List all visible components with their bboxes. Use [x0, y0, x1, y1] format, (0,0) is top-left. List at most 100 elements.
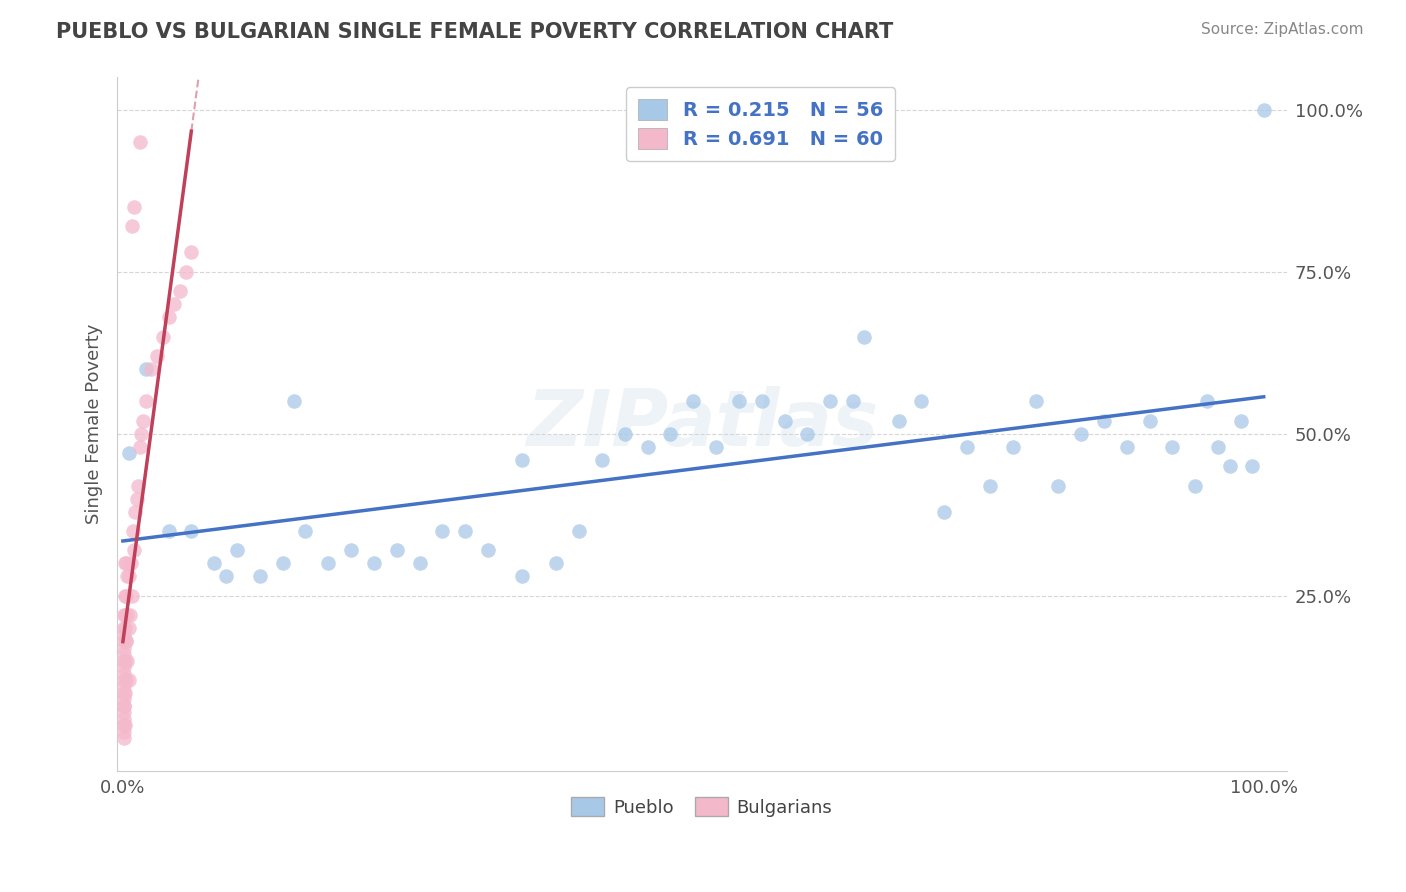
- Point: [1230, 414, 1253, 428]
- Point: [114, 589, 136, 603]
- Point: [115, 557, 138, 571]
- Point: [637, 440, 659, 454]
- Legend: Pueblo, Bulgarians: Pueblo, Bulgarians: [564, 790, 839, 824]
- Point: [112, 718, 135, 732]
- Point: [115, 589, 138, 603]
- Point: [1195, 394, 1218, 409]
- Point: [1115, 440, 1137, 454]
- Point: [129, 135, 152, 149]
- Point: [114, 621, 136, 635]
- Point: [114, 654, 136, 668]
- Point: [910, 394, 932, 409]
- Point: [117, 654, 139, 668]
- Point: [112, 680, 135, 694]
- Point: [751, 394, 773, 409]
- Point: [887, 414, 910, 428]
- Text: PUEBLO VS BULGARIAN SINGLE FEMALE POVERTY CORRELATION CHART: PUEBLO VS BULGARIAN SINGLE FEMALE POVERT…: [56, 22, 893, 42]
- Point: [135, 394, 157, 409]
- Point: [568, 524, 591, 538]
- Point: [115, 634, 138, 648]
- Point: [249, 569, 271, 583]
- Point: [510, 569, 533, 583]
- Point: [135, 362, 157, 376]
- Point: [112, 640, 135, 655]
- Point: [294, 524, 316, 538]
- Point: [340, 543, 363, 558]
- Point: [112, 698, 135, 713]
- Point: [169, 285, 191, 299]
- Point: [1184, 478, 1206, 492]
- Point: [271, 557, 294, 571]
- Point: [1139, 414, 1161, 428]
- Point: [146, 349, 169, 363]
- Point: [202, 557, 225, 571]
- Point: [591, 452, 613, 467]
- Point: [125, 491, 148, 506]
- Point: [112, 660, 135, 674]
- Point: [979, 478, 1001, 492]
- Point: [112, 692, 135, 706]
- Point: [934, 504, 956, 518]
- Point: [1206, 440, 1229, 454]
- Point: [129, 426, 152, 441]
- Point: [408, 557, 430, 571]
- Point: [117, 608, 139, 623]
- Point: [129, 440, 152, 454]
- Point: [112, 608, 135, 623]
- Point: [124, 504, 146, 518]
- Point: [956, 440, 979, 454]
- Point: [796, 426, 818, 441]
- Point: [117, 621, 139, 635]
- Point: [316, 557, 339, 571]
- Point: [454, 524, 477, 538]
- Point: [114, 686, 136, 700]
- Point: [385, 543, 408, 558]
- Point: [432, 524, 454, 538]
- Point: [613, 426, 636, 441]
- Point: [124, 543, 146, 558]
- Point: [180, 245, 202, 260]
- Point: [546, 557, 568, 571]
- Point: [112, 666, 135, 681]
- Point: [1025, 394, 1047, 409]
- Point: [112, 673, 135, 687]
- Point: [1218, 459, 1240, 474]
- Point: [1001, 440, 1024, 454]
- Point: [121, 219, 143, 234]
- Point: [704, 440, 727, 454]
- Point: [117, 569, 139, 583]
- Point: [114, 718, 136, 732]
- Text: ZIPatlas: ZIPatlas: [526, 386, 877, 462]
- Point: [122, 524, 145, 538]
- Point: [121, 589, 143, 603]
- Point: [132, 414, 155, 428]
- Point: [659, 426, 682, 441]
- Point: [226, 543, 249, 558]
- Point: [152, 329, 174, 343]
- Point: [510, 452, 533, 467]
- Point: [112, 627, 135, 641]
- Point: [682, 394, 704, 409]
- Point: [118, 608, 141, 623]
- Point: [120, 557, 142, 571]
- Point: [1070, 426, 1092, 441]
- Point: [157, 524, 180, 538]
- Point: [1241, 459, 1264, 474]
- Point: [115, 634, 138, 648]
- Point: [283, 394, 305, 409]
- Point: [112, 712, 135, 726]
- Point: [112, 621, 135, 635]
- Point: [818, 394, 841, 409]
- Point: [124, 200, 146, 214]
- Point: [115, 673, 138, 687]
- Point: [157, 310, 180, 325]
- Point: [773, 414, 796, 428]
- Point: [117, 446, 139, 460]
- Point: [112, 706, 135, 720]
- Point: [180, 524, 202, 538]
- Point: [112, 724, 135, 739]
- Point: [112, 731, 135, 746]
- Point: [112, 634, 135, 648]
- Point: [112, 654, 135, 668]
- Point: [728, 394, 751, 409]
